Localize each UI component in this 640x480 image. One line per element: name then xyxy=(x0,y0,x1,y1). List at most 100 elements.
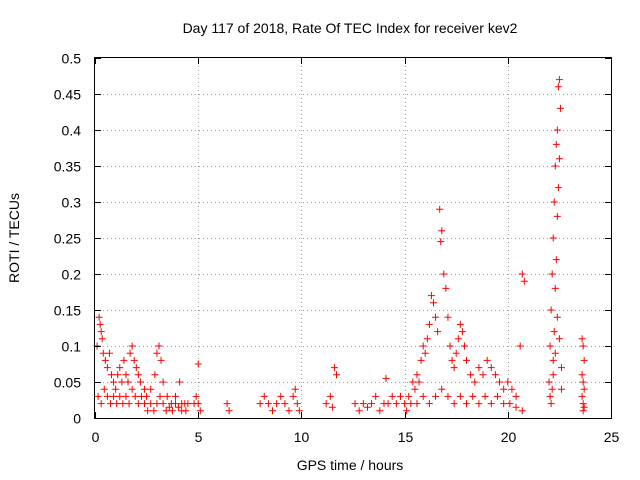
data-point xyxy=(520,277,528,285)
data-point xyxy=(547,306,555,314)
data-point xyxy=(425,400,433,408)
y-tick-label: 0.3 xyxy=(62,195,82,211)
y-tick-label: 0.5 xyxy=(62,51,82,67)
data-point xyxy=(460,342,468,350)
data-point xyxy=(122,371,130,379)
data-point xyxy=(551,284,559,292)
data-point xyxy=(555,335,563,343)
x-tick-label: 20 xyxy=(501,429,517,445)
data-point xyxy=(141,385,149,393)
data-point xyxy=(450,364,458,372)
data-point xyxy=(114,371,122,379)
data-point xyxy=(289,392,297,400)
data-point xyxy=(580,356,588,364)
data-point xyxy=(405,392,413,400)
data-point xyxy=(421,349,429,357)
data-point xyxy=(330,364,338,372)
data-point xyxy=(97,328,105,336)
data-point xyxy=(415,378,423,386)
data-point xyxy=(579,342,587,350)
data-point xyxy=(500,400,508,408)
data-point xyxy=(128,385,136,393)
y-tick-label: 0.2 xyxy=(62,267,82,283)
data-point xyxy=(106,400,114,408)
data-point xyxy=(452,349,460,357)
data-point xyxy=(440,270,448,278)
data-point xyxy=(171,400,179,408)
data-point xyxy=(467,371,475,379)
data-point xyxy=(491,371,499,379)
data-point xyxy=(124,378,132,386)
data-point xyxy=(487,400,495,408)
data-point xyxy=(549,371,557,379)
data-point xyxy=(355,407,363,415)
data-point xyxy=(99,349,107,357)
data-point xyxy=(118,378,126,386)
data-point xyxy=(159,378,167,386)
data-point xyxy=(456,392,464,400)
data-point xyxy=(580,403,588,411)
data-point xyxy=(147,400,155,408)
data-point xyxy=(554,83,562,91)
y-tick-label: 0.45 xyxy=(54,87,81,103)
data-point xyxy=(98,335,106,343)
data-point xyxy=(97,400,105,408)
data-point xyxy=(285,407,293,415)
data-point xyxy=(446,342,454,350)
data-point xyxy=(134,371,142,379)
data-point xyxy=(134,400,142,408)
data-point xyxy=(171,392,179,400)
data-point xyxy=(551,349,559,357)
data-point xyxy=(100,385,108,393)
data-point xyxy=(384,400,392,408)
data-point xyxy=(427,292,435,300)
data-point xyxy=(322,400,330,408)
data-point xyxy=(437,238,445,246)
data-point xyxy=(388,392,396,400)
data-point xyxy=(436,205,444,213)
data-point xyxy=(153,349,161,357)
data-point xyxy=(101,356,109,364)
data-point xyxy=(269,407,277,415)
data-point xyxy=(293,400,301,408)
data-point xyxy=(150,407,158,415)
data-point xyxy=(553,212,561,220)
data-point xyxy=(419,342,427,350)
data-point xyxy=(553,126,561,134)
data-point xyxy=(130,356,138,364)
data-point xyxy=(550,198,558,206)
data-point xyxy=(555,76,563,84)
data-point xyxy=(196,407,204,415)
y-axis-label: ROTI / TECUs xyxy=(6,193,22,283)
data-point xyxy=(454,335,462,343)
data-point xyxy=(553,313,561,321)
data-point xyxy=(417,356,425,364)
data-point xyxy=(178,407,186,415)
x-tick-label: 5 xyxy=(195,429,203,445)
data-point xyxy=(223,400,231,408)
data-point xyxy=(557,385,565,393)
x-tick-label: 25 xyxy=(604,429,620,445)
x-axis-label: GPS time / hours xyxy=(297,457,404,473)
data-point xyxy=(256,400,264,408)
data-point xyxy=(151,371,159,379)
chart-title: Day 117 of 2018, Rate Of TEC Index for r… xyxy=(183,20,518,36)
y-tick-label: 0.15 xyxy=(54,303,81,319)
data-point xyxy=(175,403,183,411)
data-points xyxy=(93,76,588,415)
data-point xyxy=(506,400,514,408)
data-point xyxy=(105,349,113,357)
data-point xyxy=(326,392,334,400)
data-point xyxy=(411,385,419,393)
data-point xyxy=(552,140,560,148)
data-point xyxy=(557,364,565,372)
data-point xyxy=(328,403,336,411)
data-point xyxy=(116,392,124,400)
data-point xyxy=(438,385,446,393)
data-point xyxy=(392,400,400,408)
data-point xyxy=(295,407,303,415)
data-point xyxy=(481,392,489,400)
data-point xyxy=(113,400,121,408)
data-point xyxy=(409,378,417,386)
data-point xyxy=(120,356,128,364)
